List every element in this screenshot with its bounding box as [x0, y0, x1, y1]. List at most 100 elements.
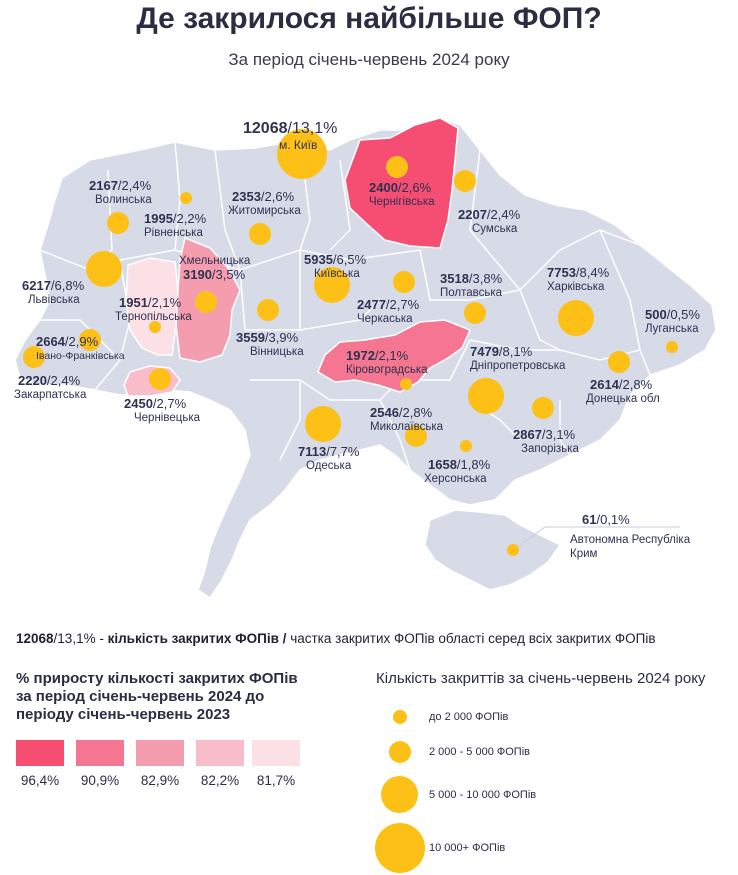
- share-ivano-frankivsk: 2,9%: [68, 334, 99, 349]
- bubble-kyiv-oblast: [314, 267, 350, 303]
- growth-swatch-1: [16, 740, 64, 766]
- bubble-poltava: [464, 302, 486, 324]
- label-chernivtsi: 2450/2,7% Чернівецька: [124, 396, 200, 425]
- bubble-rivne: [180, 192, 192, 204]
- value-rivne: 1995: [144, 211, 173, 226]
- size-circle-1: [393, 710, 407, 724]
- value-zhytomyr: 2353: [232, 189, 261, 204]
- ukraine-map: [14, 117, 717, 600]
- growth-swatch-2: [76, 740, 124, 766]
- share-kherson: 1,8%: [460, 457, 491, 472]
- name-mykolaiv: Миколаївська: [370, 421, 444, 433]
- bubble-odesa: [305, 406, 341, 442]
- growth-swatch-3: [136, 740, 184, 766]
- share-crimea: 0,1%: [600, 512, 630, 527]
- crimea-leader-line: [513, 526, 680, 550]
- value-khmelnytskyi: 3190: [183, 267, 212, 282]
- bubble-mykolaiv: [405, 425, 427, 447]
- share-zhytomyr: 2,6%: [264, 189, 295, 204]
- label-rivne: 1995/2,2% Рівненська: [144, 211, 207, 240]
- share-chernivtsi: 2,7%: [156, 396, 187, 411]
- name-chernivtsi: Чернівецька: [134, 412, 200, 424]
- value-ternopil: 1951: [119, 295, 148, 310]
- count-legend-title: Кількість закриттів за січень-червень 20…: [376, 670, 706, 687]
- bubble-chernivtsi: [149, 368, 171, 390]
- name-kyiv-oblast: Київська: [314, 268, 360, 280]
- share-odesa: 7,7%: [329, 444, 360, 459]
- label-mykolaiv: 2546/2,8% Миколаївська: [370, 405, 444, 434]
- share-luhansk: 0,5%: [670, 307, 700, 322]
- legend-example-share: /13,1% -: [53, 631, 108, 646]
- value-zakarpattia: 2220: [18, 373, 47, 388]
- share-mykolaiv: 2,8%: [402, 405, 433, 420]
- label-zaporizhzhia: 2867/3,1% Запорізька: [513, 427, 579, 456]
- label-sumy: 2207/2,4% Сумська: [458, 207, 521, 236]
- name-ternopil: Тернопільська: [115, 311, 192, 323]
- name-vinnytsia: Вінницька: [250, 346, 304, 358]
- label-ivano-frankivsk: 2664/2,9% Івано-Франківська: [36, 334, 125, 363]
- growth-value-1: 96,4%: [20, 773, 60, 788]
- growth-swatch-4: [196, 740, 244, 766]
- value-donetsk: 2614: [590, 377, 619, 392]
- legend-explanation: 12068/13,1% - кількість закритих ФОПів /…: [16, 631, 656, 646]
- bubble-luhansk: [666, 341, 678, 353]
- share-khmelnytskyi: 3,5%: [215, 267, 246, 282]
- name-crimea: Автономна Республіка Крим: [570, 534, 691, 560]
- size-circle-4: [375, 823, 425, 873]
- size-label-3: 5 000 - 10 000 ФОПів: [429, 789, 537, 801]
- bubble-zaporizhzhia: [532, 397, 554, 419]
- growth-value-5: 81,7%: [256, 773, 296, 788]
- name-dnipro: Дніпропетровська: [470, 360, 566, 372]
- share-kyiv-city: 13,1%: [291, 120, 338, 137]
- value-poltava: 3518: [440, 271, 469, 286]
- bubble-sumy: [454, 170, 476, 192]
- name-donetsk: Донецька обл: [586, 393, 660, 405]
- share-zaporizhzhia: 3,1%: [545, 427, 576, 442]
- share-lviv: 6,8%: [54, 278, 85, 293]
- share-donetsk: 2,8%: [622, 377, 653, 392]
- share-vinnytsia: 3,9%: [268, 330, 299, 345]
- bubble-kharkiv: [558, 300, 594, 336]
- label-crimea: 61/0,1% Автономна Республіка Крим: [570, 513, 700, 561]
- bubble-ternopil: [149, 321, 161, 333]
- bubble-kyiv-city: [277, 129, 327, 179]
- share-kirovohrad: 2,1%: [378, 348, 409, 363]
- share-poltava: 3,8%: [472, 271, 503, 286]
- growth-value-4: 82,2%: [200, 773, 240, 788]
- bubble-lviv: [86, 251, 122, 287]
- share-sumy: 2,4%: [490, 207, 521, 222]
- value-mykolaiv: 2546: [370, 405, 399, 420]
- country-crimea: [424, 509, 562, 591]
- bubble-kherson: [460, 440, 472, 452]
- share-rivne: 2,2%: [176, 211, 207, 226]
- label-kharkiv: 7753/8,4% Харківська: [547, 265, 610, 294]
- label-donetsk: 2614/2,8% Донецька обл: [586, 377, 660, 406]
- name-luhansk: Луганська: [645, 323, 699, 335]
- label-cherkasy: 2477/2,7% Черкаська: [357, 297, 420, 326]
- name-sumy: Сумська: [472, 223, 518, 235]
- value-zaporizhzhia: 2867: [513, 427, 542, 442]
- label-ternopil: 1951/2,1% Тернопільська: [115, 295, 192, 324]
- bubble-volyn: [107, 212, 129, 234]
- value-cherkasy: 2477: [357, 297, 386, 312]
- share-ternopil: 2,1%: [151, 295, 182, 310]
- label-luhansk: 500/0,5% Луганська: [645, 307, 700, 336]
- bubble-khmelnytskyi: [195, 291, 217, 313]
- share-kharkiv: 8,4%: [579, 265, 610, 280]
- value-vinnytsia: 3559: [236, 330, 265, 345]
- bubble-cherkasy: [393, 271, 415, 293]
- label-kyiv-oblast: 5935/6,5% Київська: [304, 252, 367, 281]
- page-title: Де закрилося найбільше ФОП?: [136, 2, 602, 35]
- value-volyn: 2167: [89, 178, 118, 193]
- legend-count-label: кількість закритих ФОПів /: [107, 631, 287, 646]
- value-dnipro: 7479: [470, 344, 499, 359]
- label-volyn: 2167/2,4% Волинська: [89, 178, 152, 207]
- size-circle-2: [389, 741, 411, 763]
- page-subtitle: За період січень-червень 2024 року: [228, 50, 510, 69]
- bubble-zhytomyr: [249, 223, 271, 245]
- value-kherson: 1658: [428, 457, 457, 472]
- name-zaporizhzhia: Запорізька: [521, 443, 579, 455]
- label-kyiv-city: 12068/13,1% м. Київ: [243, 120, 338, 152]
- bubble-layer: [23, 129, 678, 556]
- name-odesa: Одеська: [306, 460, 352, 472]
